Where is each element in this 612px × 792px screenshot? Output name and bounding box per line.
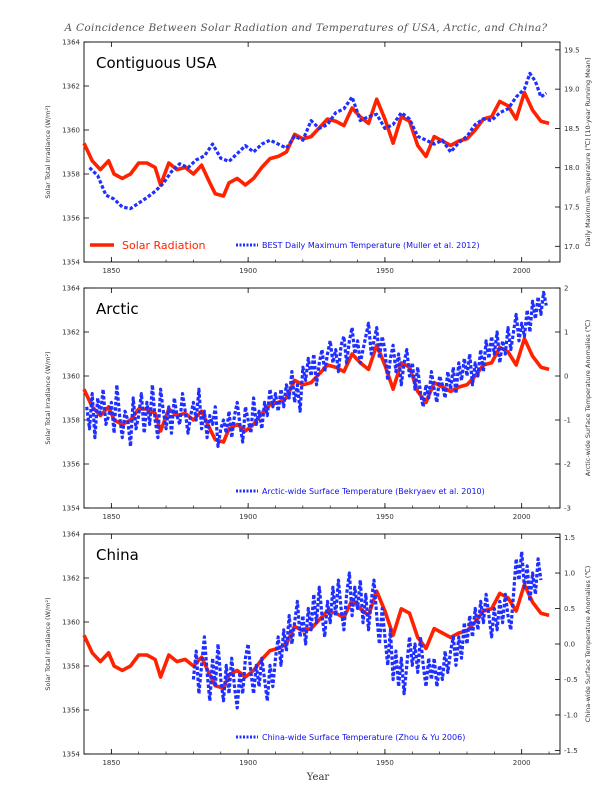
y2-tick-label: -3 <box>564 505 571 513</box>
x-tick-label: 1950 <box>376 759 394 767</box>
y-tick-label: 1356 <box>62 707 80 715</box>
y-tick-label: 1354 <box>62 505 80 513</box>
y-tick-label: 1358 <box>62 171 80 179</box>
y2-axis-title: China-wide Surface Temperature Anomalies… <box>584 566 592 723</box>
y2-tick-label: -1.0 <box>564 711 578 719</box>
temperature-series-line <box>85 290 548 448</box>
x-tick-label: 1900 <box>239 267 257 275</box>
y2-tick-label: 1.5 <box>564 534 575 542</box>
y-tick-label: 1360 <box>62 619 80 627</box>
x-tick-label: 2000 <box>513 513 531 521</box>
y-tick-label: 1358 <box>62 417 80 425</box>
figure-title: A Coincidence Between Solar Radiation an… <box>64 22 548 34</box>
y2-tick-label: -0.5 <box>564 676 578 684</box>
y-tick-label: 1354 <box>62 751 80 759</box>
legend-temp-label: BEST Daily Maximum Temperature (Muller e… <box>262 241 480 250</box>
x-tick-label: 1850 <box>102 513 120 521</box>
y2-tick-label: 18.0 <box>564 164 580 172</box>
legend-solar-label: Solar Radiation <box>122 239 206 252</box>
y-tick-label: 1362 <box>62 575 80 583</box>
y-tick-label: 1356 <box>62 215 80 223</box>
y-tick-label: 1360 <box>62 127 80 135</box>
x-tick-label: 1900 <box>239 513 257 521</box>
y-tick-label: 1364 <box>62 285 80 293</box>
y-tick-label: 1364 <box>62 39 80 47</box>
y2-tick-label: 1.0 <box>564 570 575 578</box>
panel-title: Contiguous USA <box>96 54 217 72</box>
y2-tick-label: 0.0 <box>564 641 575 649</box>
y2-tick-label: 1 <box>564 329 568 337</box>
panel-title: China <box>96 546 139 564</box>
x-tick-label: 1900 <box>239 759 257 767</box>
temperature-series-line <box>88 71 548 211</box>
y-axis-title: Solar Total Irradiance (W/m²) <box>44 597 52 690</box>
y2-axis-title: Arctic-wide Surface Temperature Anomalie… <box>584 320 592 477</box>
y2-tick-label: 18.5 <box>564 125 580 133</box>
x-tick-label: 1850 <box>102 759 120 767</box>
y2-axis-title: Daily Maximum Temperature (℃) [10-year R… <box>584 58 592 247</box>
y2-tick-label: 19.5 <box>564 46 580 54</box>
solar-series-line <box>82 90 550 198</box>
y2-tick-label: -1 <box>564 417 571 425</box>
y2-tick-label: -1.5 <box>564 747 578 755</box>
y2-tick-label: 0.5 <box>564 605 575 613</box>
x-tick-label: 2000 <box>513 267 531 275</box>
y2-tick-label: 17.0 <box>564 243 580 251</box>
plot-frame <box>83 287 561 509</box>
solar-series-line <box>82 582 550 690</box>
chart-panel-1: 1850 1900 1950 2000 1354 1356 1358 1360 1362 1364… <box>44 285 592 522</box>
x-axis-title: Year <box>306 772 330 783</box>
x-tick-label: 1950 <box>376 267 394 275</box>
y-tick-label: 1362 <box>62 329 80 337</box>
y-tick-label: 1362 <box>62 83 80 91</box>
y-tick-label: 1354 <box>62 259 80 267</box>
y2-tick-label: -2 <box>564 461 571 469</box>
x-tick-label: 2000 <box>513 759 531 767</box>
y2-tick-label: 0 <box>564 373 568 381</box>
chart-panel-2: 1850 1900 1950 2000 1354 1356 1358 1360 1362 1364… <box>44 531 592 768</box>
y-tick-label: 1364 <box>62 531 80 539</box>
y2-tick-label: 19.0 <box>564 86 580 94</box>
legend-temp-label: Arctic-wide Surface Temperature (Bekryae… <box>262 487 485 496</box>
legend-temp-label: China-wide Surface Temperature (Zhou & Y… <box>262 733 465 742</box>
y-tick-label: 1358 <box>62 663 80 671</box>
y-tick-label: 1356 <box>62 461 80 469</box>
plot-frame <box>83 41 561 263</box>
y2-tick-label: 17.5 <box>564 204 580 212</box>
plot-frame <box>83 533 561 755</box>
chart-panel-0: 1850 1900 1950 2000 1354 1356 1358 1360 1362 1364… <box>44 39 592 276</box>
x-tick-label: 1950 <box>376 513 394 521</box>
x-tick-label: 1850 <box>102 267 120 275</box>
y-tick-label: 1360 <box>62 373 80 381</box>
y-axis-title: Solar Total Irradiance (W/m²) <box>44 351 52 444</box>
y-axis-title: Solar Total Irradiance (W/m²) <box>44 105 52 198</box>
y2-tick-label: 2 <box>564 285 568 293</box>
temperature-series-line <box>191 550 543 710</box>
panel-title: Arctic <box>96 300 139 318</box>
solar-series-line <box>82 336 550 444</box>
